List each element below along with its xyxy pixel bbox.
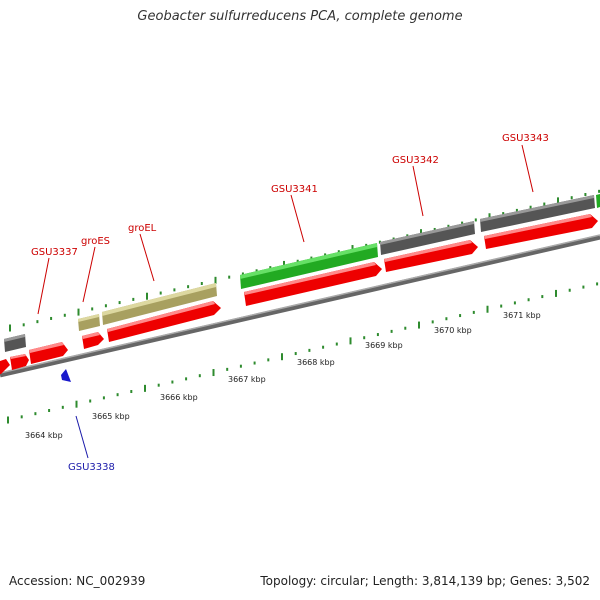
accession-text: Accession: NC_002939 — [9, 574, 146, 588]
gene-label-groEL: groEL — [128, 223, 157, 234]
gene-GSU3343[interactable] — [480, 195, 595, 232]
genome-stats-text: Topology: circular; Length: 3,814,139 bp… — [260, 574, 590, 588]
gene-groEL[interactable] — [102, 283, 217, 325]
kbp-label-3667: 3667 kbp — [228, 375, 266, 384]
gene-green-right[interactable] — [596, 194, 600, 208]
backbone-line — [0, 234, 600, 378]
kbp-label-3666: 3666 kbp — [160, 393, 198, 402]
genome-title: Geobacter sulfurreducens PCA, complete g… — [137, 9, 463, 24]
cds-arrow-7[interactable] — [384, 240, 478, 272]
cds-arrow-4[interactable] — [82, 332, 104, 349]
gene-label-GSU3341: GSU3341 — [271, 184, 318, 195]
cds-arrow-6[interactable] — [244, 262, 382, 306]
gene-label-GSU3337: GSU3337 — [31, 247, 78, 258]
gene-groES[interactable] — [78, 314, 100, 331]
gene-label-groES: groES — [81, 236, 110, 247]
cds-arrow-1[interactable] — [0, 359, 10, 374]
kbp-label-3671: 3671 kbp — [503, 311, 541, 320]
kbp-label-3669: 3669 kbp — [365, 341, 403, 350]
cds-arrow-3[interactable] — [29, 342, 68, 364]
kbp-label-3665: 3665 kbp — [92, 412, 130, 421]
gene-GSU3338-marker[interactable] — [61, 369, 71, 382]
lower-tick-track — [7, 282, 599, 424]
gene-GSU3342[interactable] — [380, 221, 475, 255]
kbp-label-3668: 3668 kbp — [297, 358, 335, 367]
kbp-label-3664: 3664 kbp — [25, 431, 63, 440]
cds-arrow-2[interactable] — [10, 354, 29, 370]
gene-label-GSU3338: GSU3338 — [68, 462, 115, 473]
cds-arrow-5[interactable] — [107, 301, 221, 342]
gene-GSU3341[interactable] — [240, 243, 378, 289]
gene-label-GSU3342: GSU3342 — [392, 155, 439, 166]
kbp-label-3670: 3670 kbp — [434, 326, 472, 335]
cds-arrow-8[interactable] — [484, 214, 598, 249]
label-leader-lines — [37, 144, 534, 459]
gene-gray-left[interactable] — [4, 334, 26, 352]
gene-label-GSU3343: GSU3343 — [502, 133, 549, 144]
